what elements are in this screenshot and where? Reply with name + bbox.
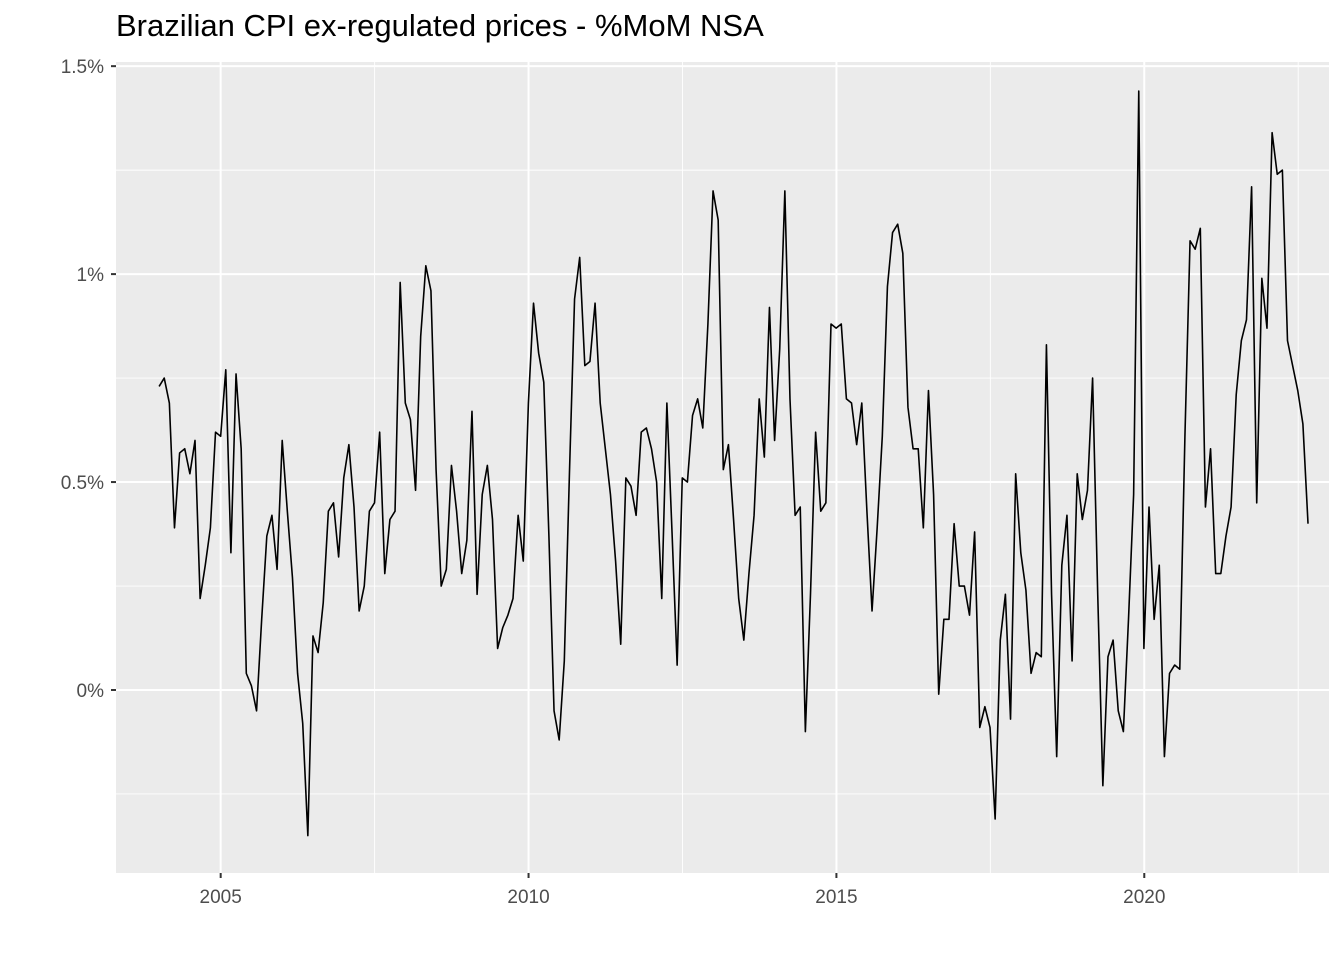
major-grid: [116, 62, 1329, 873]
x-tick-label: 2015: [815, 887, 857, 908]
minor-grid: [116, 62, 1329, 873]
y-tick-label: 1%: [77, 265, 105, 286]
series-line: [158, 90, 1309, 837]
y-tick-label: 0.5%: [61, 473, 104, 494]
series-layer: [158, 90, 1309, 837]
chart-title: Brazilian CPI ex-regulated prices - %MoM…: [116, 8, 764, 43]
y-tick-label: 1.5%: [61, 57, 104, 78]
x-tick-label: 2010: [507, 887, 549, 908]
x-tick-label: 2020: [1123, 887, 1165, 908]
x-tick-label: 2005: [200, 887, 242, 908]
x-axis: 2005 2010 2015 2020: [200, 873, 1165, 908]
y-axis: 0% 0.5% 1% 1.5%: [61, 57, 116, 702]
y-tick-label: 0%: [77, 681, 105, 702]
